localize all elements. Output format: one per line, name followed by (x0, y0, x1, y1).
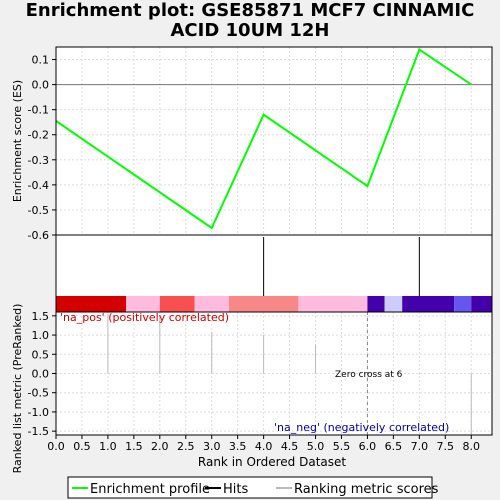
x-tick-label: 7.5 (437, 440, 455, 453)
rm-y-tick-label: 0.0 (32, 368, 50, 381)
heatmap-segment (367, 296, 385, 312)
es-y-axis-label: Enrichment score (ES) (11, 80, 24, 202)
rm-y-tick-label: -1.0 (28, 406, 49, 419)
es-panel: 0.1 0.0 -0.1 -0.2 -0.3 -0.4 -0.5 -0.6 Enrichmen… (11, 47, 492, 242)
es-y-tick-label: -0.2 (28, 129, 49, 142)
heatmap-segment (384, 296, 403, 312)
x-tick-label: 6.0 (359, 440, 377, 453)
es-y-tick-label: -0.6 (28, 229, 49, 242)
legend-box (67, 476, 433, 499)
x-tick-label: 8.0 (462, 440, 480, 453)
x-tick-label: 1.5 (125, 440, 143, 453)
x-axis-label: Rank in Ordered Dataset (198, 455, 346, 469)
rm-panel: 1.5 1.0 0.5 0.0 -0.5 -1.0 -1.5 0.0 0.5 1.0 1.5 2.0… (11, 304, 492, 474)
legend-hits-label: Hits (223, 482, 248, 497)
rm-y-tick-label: -1.5 (28, 425, 49, 438)
chart-title-line-2: ACID 10UM 12H (170, 20, 330, 41)
rm-panel-frame (55, 311, 493, 436)
heatmap-segment (228, 296, 299, 312)
legend: Enrichment profile Hits Ranking metric s… (67, 476, 439, 499)
chart-title-line-1: Enrichment plot: GSE85871 MCF7 CINNAMIC (25, 0, 475, 21)
rm-x-axis: 0.0 0.5 1.0 1.5 2.0 2.5 3.0 3.5 4.0 4.5 5.0 5.5 6.0 6… (47, 435, 480, 453)
heatmap-segment (298, 296, 368, 312)
x-tick-label: 7.0 (411, 440, 429, 453)
heatmap-segment (56, 296, 127, 312)
rm-y-tick-label: 1.5 (32, 310, 50, 323)
neg-correlated-label: 'na_neg' (negatively correlated) (274, 421, 449, 434)
chart-title: Enrichment plot: GSE85871 MCF7 CINNAMIC … (0, 1, 500, 41)
legend-enrichment-profile-label: Enrichment profile (90, 482, 210, 497)
es-y-tick-label: 0.1 (32, 54, 50, 67)
heatmap-segment (126, 296, 160, 312)
es-y-tick-label: 0.0 (32, 79, 50, 92)
x-tick-label: 0.0 (47, 440, 65, 453)
rm-y-tick-label: 0.5 (32, 348, 50, 361)
rm-y-axis: 1.5 1.0 0.5 0.0 -0.5 -1.0 -1.5 (28, 310, 56, 438)
rm-y-axis-label: Ranked list metric (PreRanked) (11, 304, 24, 474)
x-tick-label: 5.0 (307, 440, 325, 453)
x-tick-label: 3.5 (229, 440, 247, 453)
es-y-tick-label: -0.1 (28, 104, 49, 117)
heatmap-segment (454, 296, 472, 312)
es-grid (55, 47, 492, 236)
heatmap-segment (159, 296, 195, 312)
x-tick-label: 4.5 (281, 440, 299, 453)
es-y-tick-label: -0.3 (28, 154, 49, 167)
es-y-tick-label: -0.5 (28, 204, 49, 217)
heatmap-segment (194, 296, 229, 312)
legend-ranking-metric-label: Ranking metric scores (294, 482, 439, 497)
x-tick-label: 2.5 (177, 440, 195, 453)
hit-lines (263, 237, 420, 296)
x-tick-label: 5.5 (333, 440, 351, 453)
hits-panel (56, 235, 492, 312)
ranking-metric-bars (55, 313, 472, 435)
rm-y-tick-label: -0.5 (28, 387, 49, 400)
pos-correlated-label: 'na_pos' (positively correlated) (60, 311, 229, 324)
x-tick-label: 2.0 (151, 440, 169, 453)
es-panel-background (56, 47, 492, 235)
x-tick-label: 3.0 (203, 440, 221, 453)
es-y-axis: 0.1 0.0 -0.1 -0.2 -0.3 -0.4 -0.5 -0.6 (28, 54, 56, 242)
enrichment-profile-line (55, 47, 472, 230)
heatmap-segment (402, 296, 455, 312)
x-tick-label: 0.5 (73, 440, 91, 453)
rm-y-tick-label: 1.0 (32, 329, 50, 342)
x-tick-label: 6.5 (385, 440, 403, 453)
es-y-tick-label: -0.4 (28, 179, 49, 192)
x-tick-label: 4.0 (255, 440, 273, 453)
x-tick-label: 1.0 (99, 440, 117, 453)
ranking-heatmap (56, 296, 492, 312)
heatmap-segment (471, 296, 492, 312)
zero-cross-label: Zero cross at 6 (335, 370, 403, 380)
